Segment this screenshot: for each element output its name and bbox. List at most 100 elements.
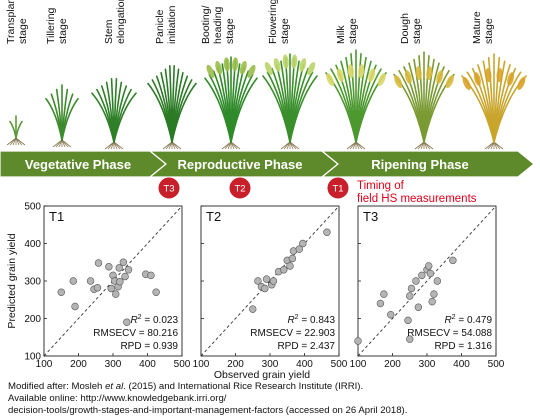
timing-badge-t2: [228, 176, 252, 200]
scatter-panel-t1: 100 200 300 400 500 100 200 300 400 500 T1 R2 = 0.0…: [24, 202, 190, 371]
stage-label-7: Milk stage: [335, 18, 359, 44]
footnote-text: Modified after: Mosleh: [8, 381, 106, 392]
data-point: [412, 277, 420, 285]
plant-root: [110, 141, 115, 150]
data-point: [425, 262, 433, 270]
footnote-line-3: decision-tools/growth-stages-and-importa…: [8, 405, 408, 416]
plant-root: [283, 141, 291, 150]
plant-panicle: [326, 73, 335, 87]
plant-panicle: [291, 54, 298, 69]
plant-root: [420, 141, 425, 150]
ripening-phase-label: Ripening Phase: [371, 157, 469, 172]
y-tick-label: 200: [24, 314, 41, 325]
data-point: [57, 288, 65, 296]
plant-root: [168, 141, 173, 150]
plant-panicle: [264, 62, 273, 75]
timing-badge-t3: [157, 176, 181, 200]
plant-panicle: [445, 75, 454, 89]
plant-panicle: [426, 66, 433, 81]
data-point: [124, 266, 133, 274]
phase-arrows: Vegetative Phase Reproductive Phase Ripeni…: [0, 150, 535, 178]
data-point: [426, 269, 435, 278]
plant-panicle: [273, 58, 281, 72]
data-point: [449, 256, 457, 265]
x-tick-label: 400: [296, 359, 313, 370]
plant-panicle: [206, 64, 215, 78]
timing-badge-text: T2: [234, 184, 245, 195]
plant-stage-8: [393, 51, 455, 150]
x-axis-label: Observed grain yield: [214, 369, 310, 381]
ripening-phase-arrow: [320, 150, 535, 178]
plant-panicle: [377, 73, 386, 87]
plant-stage-6: [262, 53, 318, 150]
y-tick-label: 400: [24, 239, 41, 250]
plant-panicle: [415, 66, 422, 81]
plant-panicle: [239, 60, 247, 75]
stage-label-line: Flowering: [267, 0, 279, 44]
plant-stage-3: [91, 78, 137, 150]
panel-title: T1: [49, 209, 64, 224]
timing-badge-t1: [326, 176, 350, 200]
data-point: [94, 259, 103, 267]
plant-panicle: [368, 68, 376, 82]
timing-badge-text: T3: [163, 184, 174, 195]
stage-label-line: Panicle: [154, 9, 166, 44]
identity-line: [357, 205, 497, 357]
stage-label-2: Tillering stage: [45, 7, 69, 44]
data-point: [406, 292, 414, 300]
plant-root: [487, 141, 495, 150]
plant-stage-7: [325, 49, 387, 150]
stage-label-line: stage: [411, 18, 423, 44]
stage-label-9: Mature stage: [471, 11, 495, 44]
footnote-etal: et al: [105, 381, 124, 392]
data-point: [387, 311, 395, 319]
data-point: [112, 290, 120, 298]
reproductive-phase-label: Reproductive Phase: [178, 157, 303, 172]
x-tick-label: 500: [174, 359, 191, 370]
stat-rmsecv: RMSECV = 80.216: [93, 328, 178, 339]
data-point: [433, 277, 442, 285]
data-point: [407, 284, 416, 293]
stage-label-1: Transplantation stage: [5, 0, 29, 44]
x-tick-label: 100: [36, 359, 53, 370]
x-tick-label: 300: [419, 359, 436, 370]
plant-stage-5: [204, 56, 258, 150]
stage-label-line: Booting/: [200, 5, 212, 44]
plant-panicle: [462, 76, 471, 90]
stage-label-line: heading: [212, 6, 224, 44]
plant-root: [58, 139, 63, 148]
x-tick-label: 200: [227, 359, 244, 370]
plant-leaf: [113, 92, 137, 143]
y-axis-label: Predicted grain yield: [6, 233, 18, 328]
plant-root: [113, 141, 124, 150]
stat-rmsecv: RMSECV = 54.088: [407, 328, 492, 339]
data-point: [69, 277, 78, 285]
data-point: [147, 271, 155, 280]
plant-panicle: [232, 57, 239, 72]
plant-panicle: [307, 62, 316, 75]
plant-panicle: [223, 57, 230, 72]
plant-stage-4: [147, 64, 197, 150]
plant-leaf: [9, 120, 17, 139]
data-point: [261, 284, 269, 293]
plant-panicle: [247, 64, 256, 78]
timing-note-line-2: field HS measurements: [357, 193, 477, 205]
plant-root: [61, 139, 72, 148]
data-point: [121, 272, 129, 281]
stat-rpd: RPD = 2.437: [277, 341, 335, 352]
stage-label-3: Stem elongation: [103, 0, 127, 44]
timing-note-line-1: Timing of: [357, 180, 405, 192]
plant-panicle: [215, 60, 223, 75]
x-tick-label: 500: [331, 359, 348, 370]
x-tick-label: 100: [350, 359, 367, 370]
data-point: [107, 284, 115, 293]
stat-rmsecv: RMSECV = 22.903: [250, 328, 335, 339]
data-point: [152, 288, 160, 296]
x-tick-label: 500: [488, 359, 505, 370]
data-point: [269, 277, 278, 285]
data-point: [105, 263, 113, 271]
plant-leaf: [230, 77, 258, 143]
stage-label-8: Dough stage: [399, 13, 423, 44]
plant-root: [230, 141, 241, 150]
